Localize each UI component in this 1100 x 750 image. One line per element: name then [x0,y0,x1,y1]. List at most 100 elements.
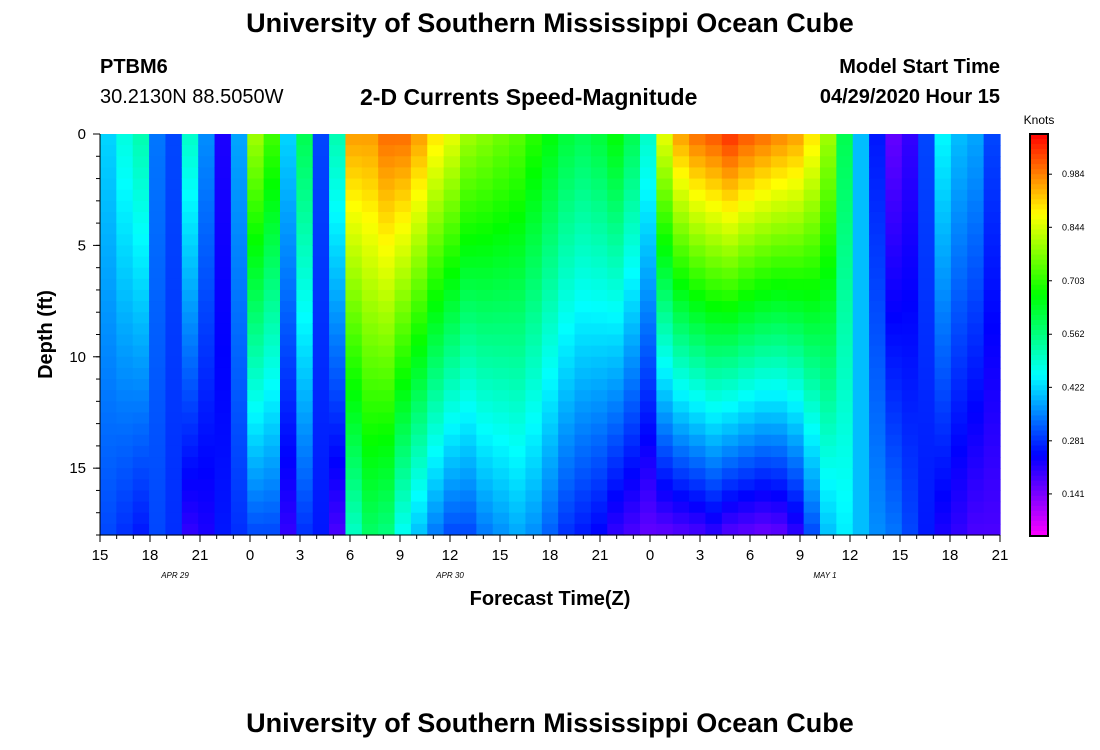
heatmap-cell [181,234,199,246]
heatmap-cell [901,134,919,146]
colorbar-segment [1030,515,1048,522]
heatmap-cell [885,200,903,213]
heatmap-cell [803,345,821,358]
heatmap-cell [574,468,592,480]
heatmap-cell [230,479,248,492]
colorbar-segment [1030,355,1048,361]
heatmap-cell [460,245,477,258]
heatmap-cell [869,412,887,425]
heatmap-cell [836,379,854,391]
heatmap-cell [656,189,674,202]
heatmap-cell [361,145,379,157]
heatmap-cell [590,523,608,536]
heatmap-cell [116,356,134,369]
heatmap-cell [410,323,428,336]
heatmap-cell [607,379,625,391]
heatmap-cell [901,211,919,224]
heatmap-cell [901,390,919,402]
heatmap-cell [181,178,199,191]
heatmap-cell [247,200,265,213]
heatmap-cell [329,512,347,525]
heatmap-cell [967,390,985,402]
heatmap-cell [672,379,690,391]
heatmap-cell [852,234,870,246]
heatmap-cell [329,211,347,224]
heatmap-cell [885,523,903,536]
heatmap-cell [967,423,985,436]
heatmap-cell [656,200,674,213]
heatmap-cell [950,223,968,235]
heatmap-cell [672,234,690,246]
heatmap-cell [280,512,297,525]
heatmap-cell [640,167,657,180]
colorbar-segment [1030,370,1048,376]
heatmap-cell [558,468,576,480]
heatmap-cell [656,445,674,458]
heatmap-cell [770,189,788,202]
heatmap-cell [280,200,297,213]
heatmap-cell [116,434,134,447]
heatmap-cell [476,323,494,336]
heatmap-cell [378,457,396,469]
heatmap-cell [247,245,265,258]
heatmap-cell [263,512,281,525]
heatmap-cell [460,234,477,246]
heatmap-cell [541,156,559,169]
heatmap-cell [689,223,707,235]
heatmap-cell [689,278,707,291]
heatmap-cell [541,323,559,336]
heatmap-cell [558,189,576,202]
heatmap-cell [754,390,772,402]
heatmap-cell [869,390,887,402]
heatmap-cell [361,278,379,291]
colorbar-segment [1030,319,1048,326]
heatmap-cell [247,401,265,414]
heatmap-cell [230,356,248,369]
heatmap-cell [983,434,1001,447]
heatmap-cell [656,145,674,157]
heatmap-cell [787,434,805,447]
heatmap-cell [918,512,936,525]
heatmap-cell [427,345,445,358]
heatmap-cell [230,256,248,269]
heatmap-cell [934,301,952,313]
heatmap-cell [165,356,183,369]
heatmap-cell [852,267,870,280]
heatmap-cell [558,156,576,169]
heatmap-cell [705,390,723,402]
heatmap-cell [558,278,576,291]
heatmap-cell [607,145,625,157]
heatmap-cell [934,501,952,514]
heatmap-cell [836,501,854,514]
heatmap-cell [361,323,379,336]
heatmap-cell [230,278,248,291]
heatmap-cell [525,312,543,324]
heatmap-cell [623,267,641,280]
heatmap-cell [983,301,1001,313]
heatmap-cell [230,301,248,313]
heatmap-cell [803,356,821,369]
heatmap-cell [721,479,739,492]
heatmap-cell [361,301,379,313]
heatmap-cell [803,423,821,436]
heatmap-cell [705,501,723,514]
heatmap-cell [230,211,248,224]
heatmap-cell [590,301,608,313]
heatmap-cell [934,457,952,469]
heatmap-cell [901,301,919,313]
heatmap-cell [280,401,297,414]
heatmap-cell [296,234,314,246]
heatmap-cell [410,390,428,402]
heatmap-cell [918,479,936,492]
heatmap-cell [443,145,461,157]
heatmap-cell [165,323,183,336]
heatmap-cell [329,523,347,536]
heatmap-cell [836,234,854,246]
heatmap-cell [738,156,756,169]
heatmap-cell [918,189,936,202]
heatmap-cell [820,211,837,224]
heatmap-cell [705,301,723,313]
heatmap-cell [836,145,854,157]
heatmap-cell [247,501,265,514]
heatmap-cell [280,278,297,291]
